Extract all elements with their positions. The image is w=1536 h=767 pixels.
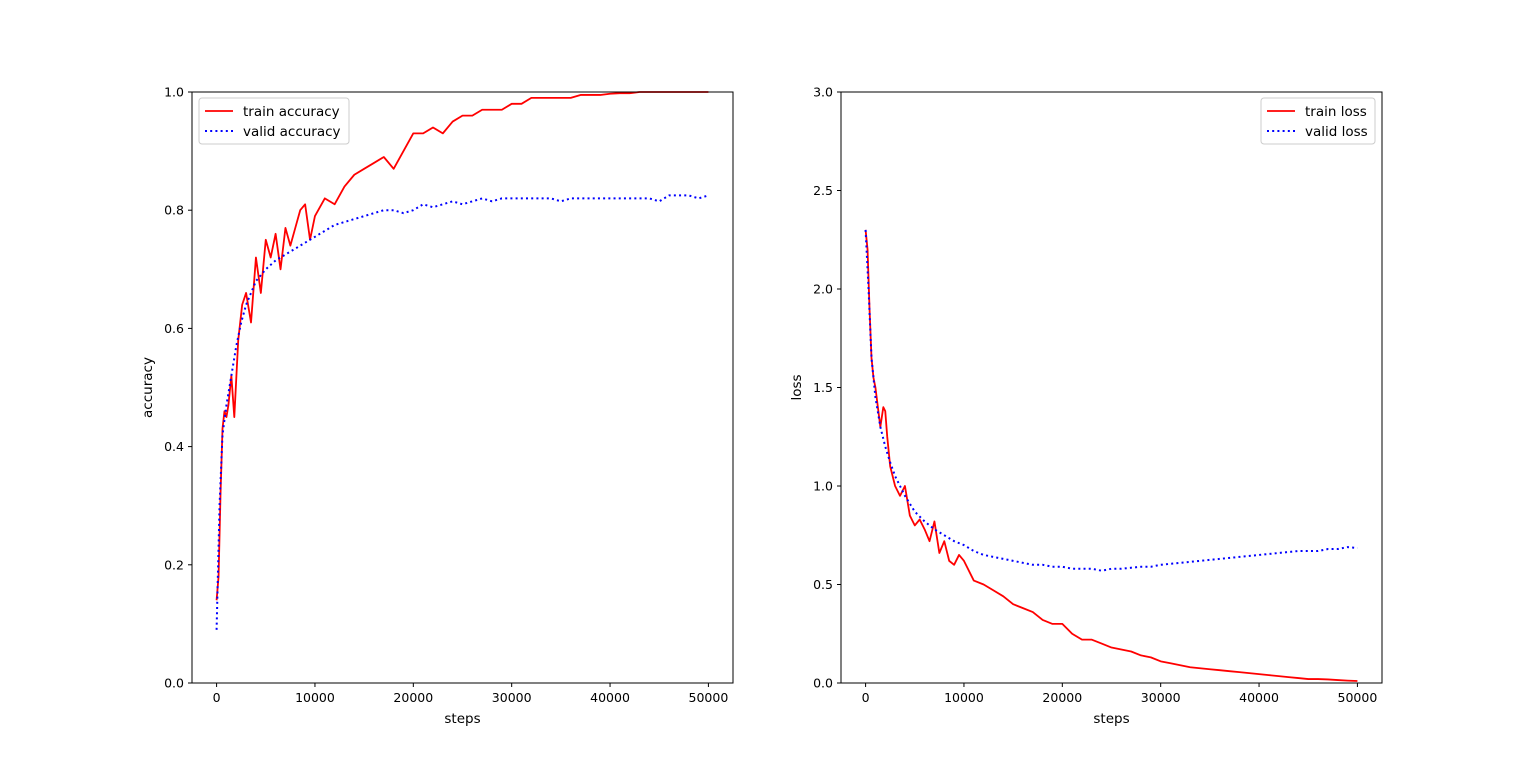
legend: train accuracy valid accuracy (198, 97, 350, 145)
series-line-train-loss (864, 229, 1358, 682)
accuracy-chart: 0 10000 20000 30000 40000 50000 0.0 0.2 0.4 0.6 0.… (140, 85, 734, 727)
y-tick-label: 2.0 (813, 282, 833, 297)
x-tick-label: 10000 (944, 690, 984, 705)
x-tick-label: 20000 (1042, 690, 1082, 705)
y-tick-label: 1.0 (164, 85, 184, 100)
x-tick-label: 30000 (492, 690, 532, 705)
y-tick-label: 1.5 (813, 380, 833, 395)
x-tick-label: 0 (862, 690, 870, 705)
x-tick-label: 0 (213, 690, 221, 705)
y-tick-label: 0.5 (813, 577, 833, 592)
plot-frame (191, 91, 734, 684)
x-axis-label: steps (444, 711, 480, 727)
y-tick-label: 0.0 (164, 676, 184, 691)
x-tick-label: 40000 (590, 690, 630, 705)
y-tick-label: 0.4 (164, 439, 184, 454)
legend-box (1260, 97, 1376, 145)
y-tick-label: 2.5 (813, 183, 833, 198)
legend-label: train accuracy (243, 104, 340, 120)
y-tick-label: 3.0 (813, 85, 833, 100)
x-tick-label: 50000 (1338, 690, 1378, 705)
y-tick-label: 0.6 (164, 321, 184, 336)
x-tick-label: 30000 (1141, 690, 1181, 705)
series-line-train-accuracy (215, 91, 709, 601)
x-tick-label: 20000 (393, 690, 433, 705)
y-tick-label: 0.8 (164, 203, 184, 218)
y-tick-label: 1.0 (813, 479, 833, 494)
legend-label: train loss (1305, 104, 1367, 120)
y-axis-label: accuracy (140, 357, 156, 418)
legend-label: valid accuracy (243, 124, 341, 140)
x-tick-label: 40000 (1239, 690, 1279, 705)
x-tick-label: 50000 (689, 690, 729, 705)
y-axis-label: loss (789, 374, 805, 400)
loss-chart: 0 10000 20000 30000 40000 50000 0.0 0.5 1.0 1.5 2.… (789, 85, 1383, 727)
x-axis-label: steps (1093, 711, 1129, 727)
y-tick-label: 0.0 (813, 676, 833, 691)
series-line-valid-accuracy (215, 194, 709, 630)
legend: train loss valid loss (1260, 97, 1376, 145)
legend-box (198, 97, 350, 145)
legend-label: valid loss (1305, 124, 1368, 140)
x-tick-label: 10000 (295, 690, 335, 705)
y-tick-label: 0.2 (164, 557, 184, 572)
